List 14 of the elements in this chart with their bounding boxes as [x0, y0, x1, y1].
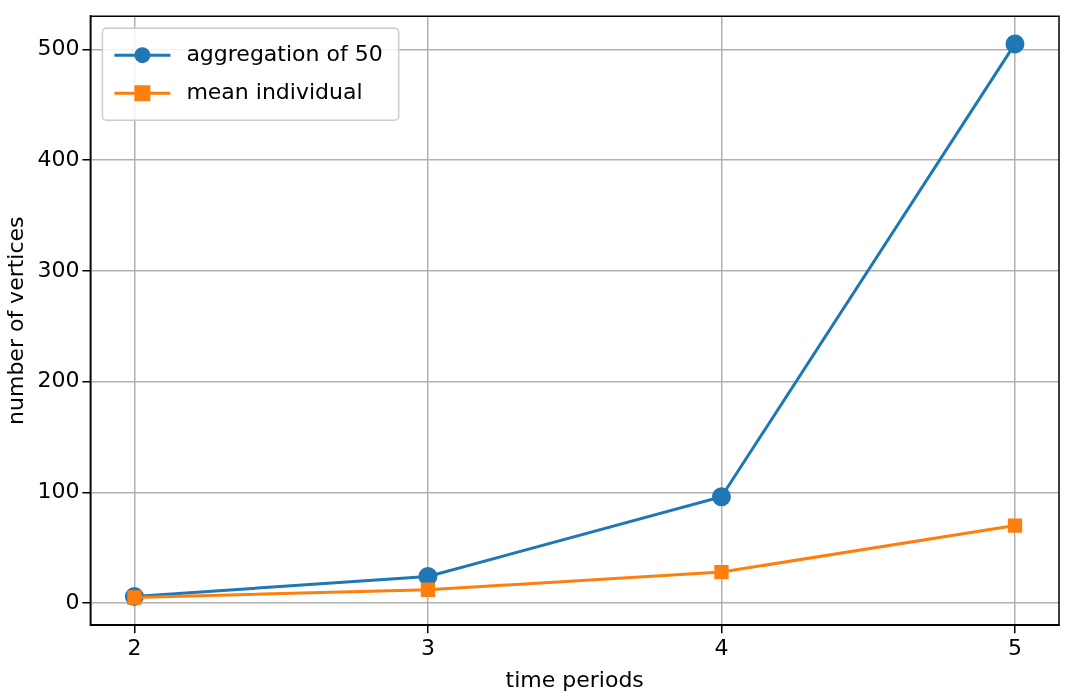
x-tick-label: 5 — [1007, 635, 1022, 661]
y-tick-label: 500 — [37, 35, 80, 61]
x-tick-label: 3 — [420, 635, 435, 661]
legend-label: mean individual — [186, 78, 363, 104]
y-tick-label: 200 — [37, 367, 80, 393]
y-tick-label: 400 — [37, 145, 80, 171]
x-axis-title: time periods — [505, 666, 644, 692]
y-tick-label: 100 — [37, 478, 80, 504]
y-tick-label: 300 — [37, 256, 80, 282]
y-axis-title: number of vertices — [2, 216, 28, 425]
legend-label: aggregation of 50 — [186, 40, 383, 66]
y-tick-label: 0 — [65, 588, 80, 614]
x-tick-label: 2 — [127, 635, 142, 661]
x-tick-label: 4 — [714, 635, 729, 661]
